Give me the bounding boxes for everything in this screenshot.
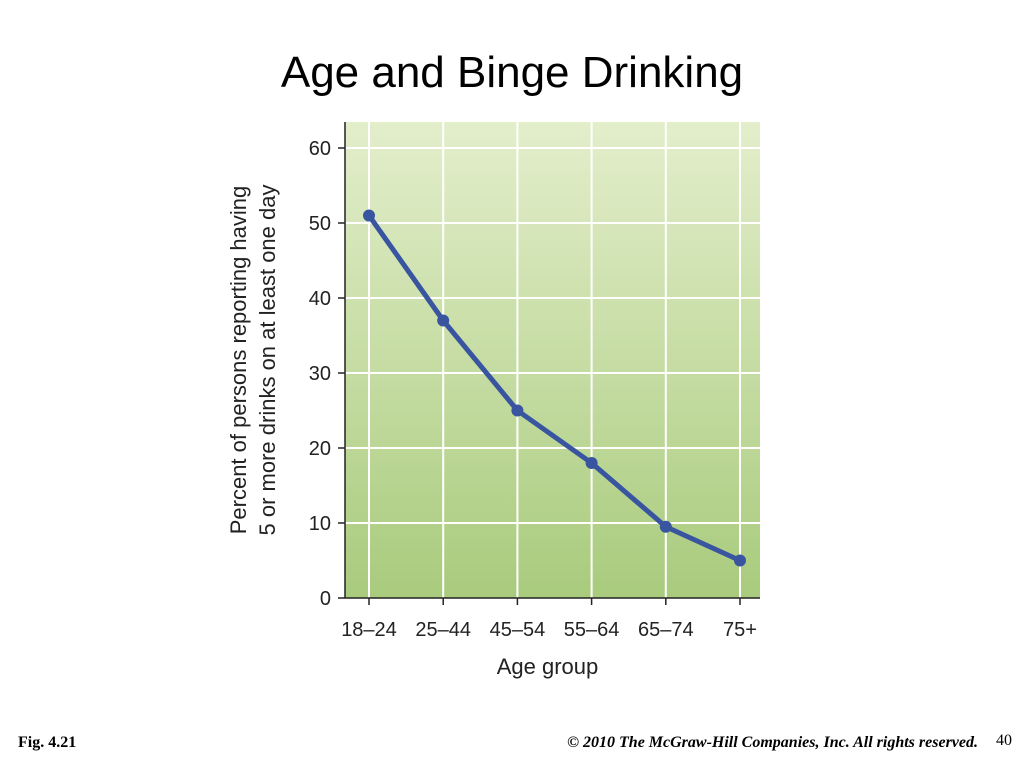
y-tick-label: 60 [309, 138, 331, 160]
data-point [734, 554, 746, 567]
y-tick-label: 20 [309, 438, 331, 460]
y-tick-label: 40 [309, 288, 331, 310]
y-axis-label: Percent of persons reporting having 5 or… [226, 185, 280, 536]
data-point [363, 209, 375, 222]
page-number: 40 [996, 732, 1012, 749]
y-tick-label: 0 [320, 588, 331, 610]
series-line [366, 213, 743, 563]
x-tick-label: 65–74 [638, 619, 694, 641]
figure-label: Fig. 4.21 [18, 734, 77, 751]
data-point [437, 314, 450, 327]
y-tick-label: 50 [309, 213, 331, 235]
x-tick-label: 18–24 [341, 619, 397, 641]
y-axis-label-line: Percent of persons reporting having [226, 186, 251, 535]
x-axis-label: Age group [497, 654, 599, 679]
data-point [585, 457, 598, 469]
x-tick-label: 25–44 [415, 619, 471, 641]
grid-lines [345, 122, 760, 598]
y-tick-label: 10 [309, 513, 331, 535]
plot-area [345, 122, 760, 598]
data-point [659, 520, 672, 533]
copyright-notice: © 2010 The McGraw-Hill Companies, Inc. A… [567, 734, 978, 751]
tick-labels: 0 10 20 30 40 50 60 18–24 25–44 45–54 55–64 65–74 75… [309, 138, 757, 641]
data-point [511, 404, 524, 417]
y-tick-label: 30 [309, 363, 331, 385]
y-axis-label-line: 5 or more drinks on at least one day [255, 185, 280, 536]
series [363, 209, 746, 567]
slide-title: Age and Binge Drinking [280, 48, 744, 97]
x-tick-label: 55–64 [564, 619, 620, 641]
x-tick-label: 45–54 [490, 619, 546, 641]
axes [338, 122, 760, 605]
x-tick-label: 75+ [723, 619, 757, 641]
